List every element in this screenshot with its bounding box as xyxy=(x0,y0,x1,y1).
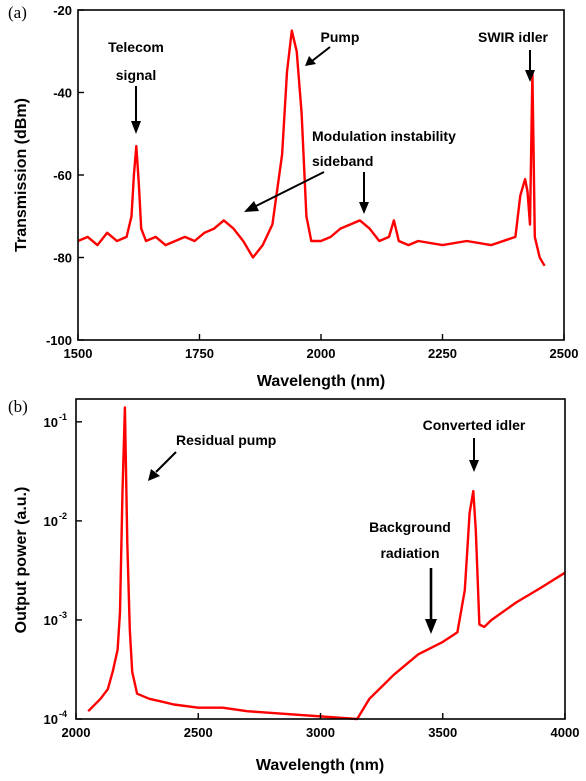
arrow-swir-idler xyxy=(525,50,535,82)
panel-b-y-tick-exponent: -4 xyxy=(59,709,67,719)
annot-telecom-signal-line2: signal xyxy=(116,67,156,83)
arrow-mi-sideband-left xyxy=(244,171,325,212)
panel-b-x-tick-label: 3000 xyxy=(306,725,335,740)
panel-a-label: (a) xyxy=(8,3,27,22)
annot-mi-sideband-line1: Modulation instability xyxy=(312,128,456,144)
arrow-pump xyxy=(305,46,331,66)
panel-a-plot-area xyxy=(77,29,546,267)
arrow-background-radiation xyxy=(425,568,437,634)
panel-a-axes: 1500 1750 2000 2250 2500 -100 -80 -60 -40 -20 xyxy=(46,3,578,361)
panel-a-y-tick-label: -20 xyxy=(53,3,72,18)
panel-a-x-tick-label: 2500 xyxy=(550,346,579,361)
annot-mi-sideband-line2: sideband xyxy=(312,153,373,169)
panel-b-y-tick-label: 10 xyxy=(44,613,58,628)
panel-b-label: (b) xyxy=(8,397,28,416)
annot-background-radiation-line2: radiation xyxy=(380,545,439,561)
panel-b-y-tick-exponent: -2 xyxy=(59,511,67,521)
panel-a: (a) 1500 1750 2000 2250 2500 -100 -80 -60 -40 -20… xyxy=(8,3,578,390)
panel-b-y-tick-label: 10 xyxy=(44,712,58,727)
panel-b-xlabel: Wavelength (nm) xyxy=(256,757,384,774)
panel-b-y-tick-exponent: -3 xyxy=(59,610,67,620)
annot-pump: Pump xyxy=(321,29,360,45)
panel-b-x-tick-label: 2500 xyxy=(184,725,213,740)
panel-a-x-tick-label: 2250 xyxy=(428,346,457,361)
panel-b-y-tick-label: 10 xyxy=(44,415,58,430)
panel-b-x-tick-label: 3500 xyxy=(428,725,457,740)
panel-a-y-tick-label: -60 xyxy=(53,168,72,183)
annot-residual-pump: Residual pump xyxy=(176,432,276,448)
annot-telecom-signal-line1: Telecom xyxy=(108,39,164,55)
panel-a-frame xyxy=(77,9,565,341)
panel-a-series-line xyxy=(77,29,546,267)
panel-a-x-tick-label: 2000 xyxy=(307,346,336,361)
arrow-converted-idler xyxy=(469,438,479,472)
panel-a-y-tick-label: -100 xyxy=(46,333,72,348)
panel-b-plot-area xyxy=(87,406,566,721)
panel-a-y-tick-label: -80 xyxy=(53,251,72,266)
panel-a-x-tick-label: 1500 xyxy=(64,346,93,361)
panel-a-ylabel: Transmission (dBm) xyxy=(13,98,30,252)
panel-a-y-tick-label: -40 xyxy=(53,86,72,101)
panel-a-xlabel: Wavelength (nm) xyxy=(257,373,385,390)
panel-b-series-line xyxy=(87,406,566,721)
arrow-mi-sideband-right xyxy=(359,172,369,214)
panel-a-x-tick-label: 1750 xyxy=(185,346,214,361)
panel-b-x-tick-label: 4000 xyxy=(551,725,580,740)
annot-converted-idler: Converted idler xyxy=(423,417,526,433)
panel-b-y-tick-label: 10 xyxy=(44,514,58,529)
panel-b-frame xyxy=(75,398,566,720)
annot-swir-idler: SWIR idler xyxy=(478,29,549,45)
annot-background-radiation-line1: Background xyxy=(369,519,451,535)
arrow-residual-pump xyxy=(148,451,177,481)
arrow-telecom-signal xyxy=(131,86,141,134)
panel-b-y-tick-exponent: -1 xyxy=(59,412,67,422)
panel-b-ylabel: Output power (a.u.) xyxy=(13,487,30,634)
panel-b: (b) 2000 2500 3000 3500 400010-410-310-210-1… xyxy=(8,397,579,774)
panel-b-x-tick-label: 2000 xyxy=(62,725,91,740)
